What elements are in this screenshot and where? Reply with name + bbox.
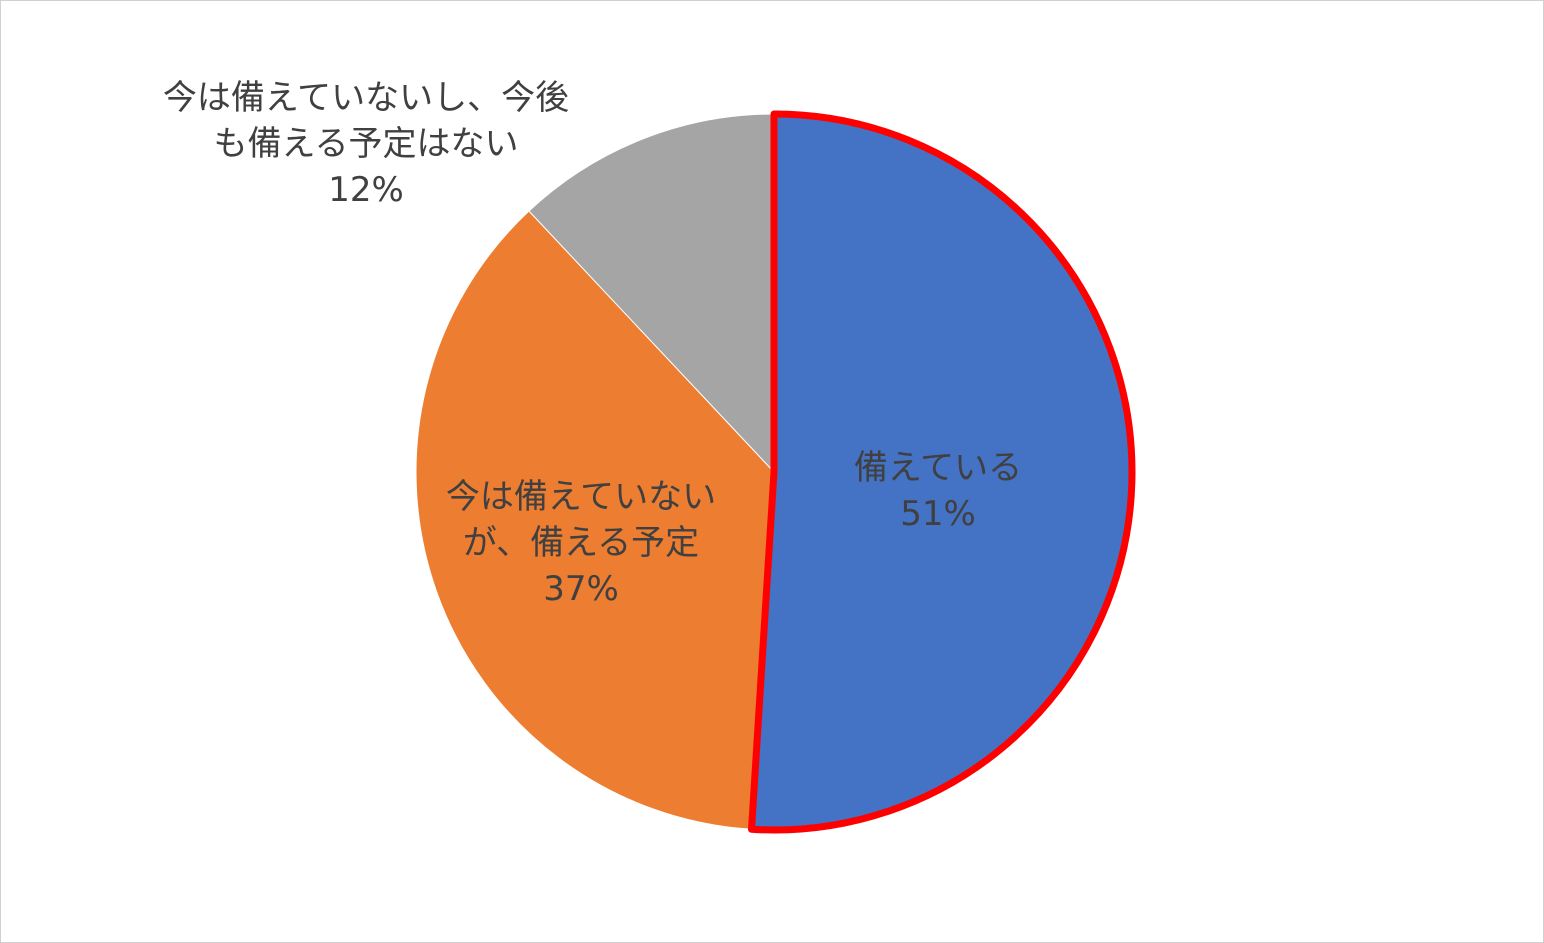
slice-category: 備えている: [853, 448, 1023, 488]
data-label: 今は備えていないし、今後も備える予定はない 12%: [161, 75, 571, 213]
pie-slice: [748, 110, 1136, 834]
data-label: 今は備えていないが、備える予定 37%: [431, 474, 731, 612]
slice-value-label: 12%: [328, 170, 404, 210]
data-label: 備えている 51%: [838, 445, 1038, 537]
pie-slice: [528, 113, 775, 473]
slice-value-label: 51%: [900, 494, 976, 534]
pie-slice: [415, 210, 775, 830]
slice-value-label: 37%: [543, 569, 619, 609]
slice-category: 今は備えていないが、備える予定: [445, 477, 717, 563]
slice-category: 今は備えていないし、今後も備える予定はない: [162, 78, 570, 164]
